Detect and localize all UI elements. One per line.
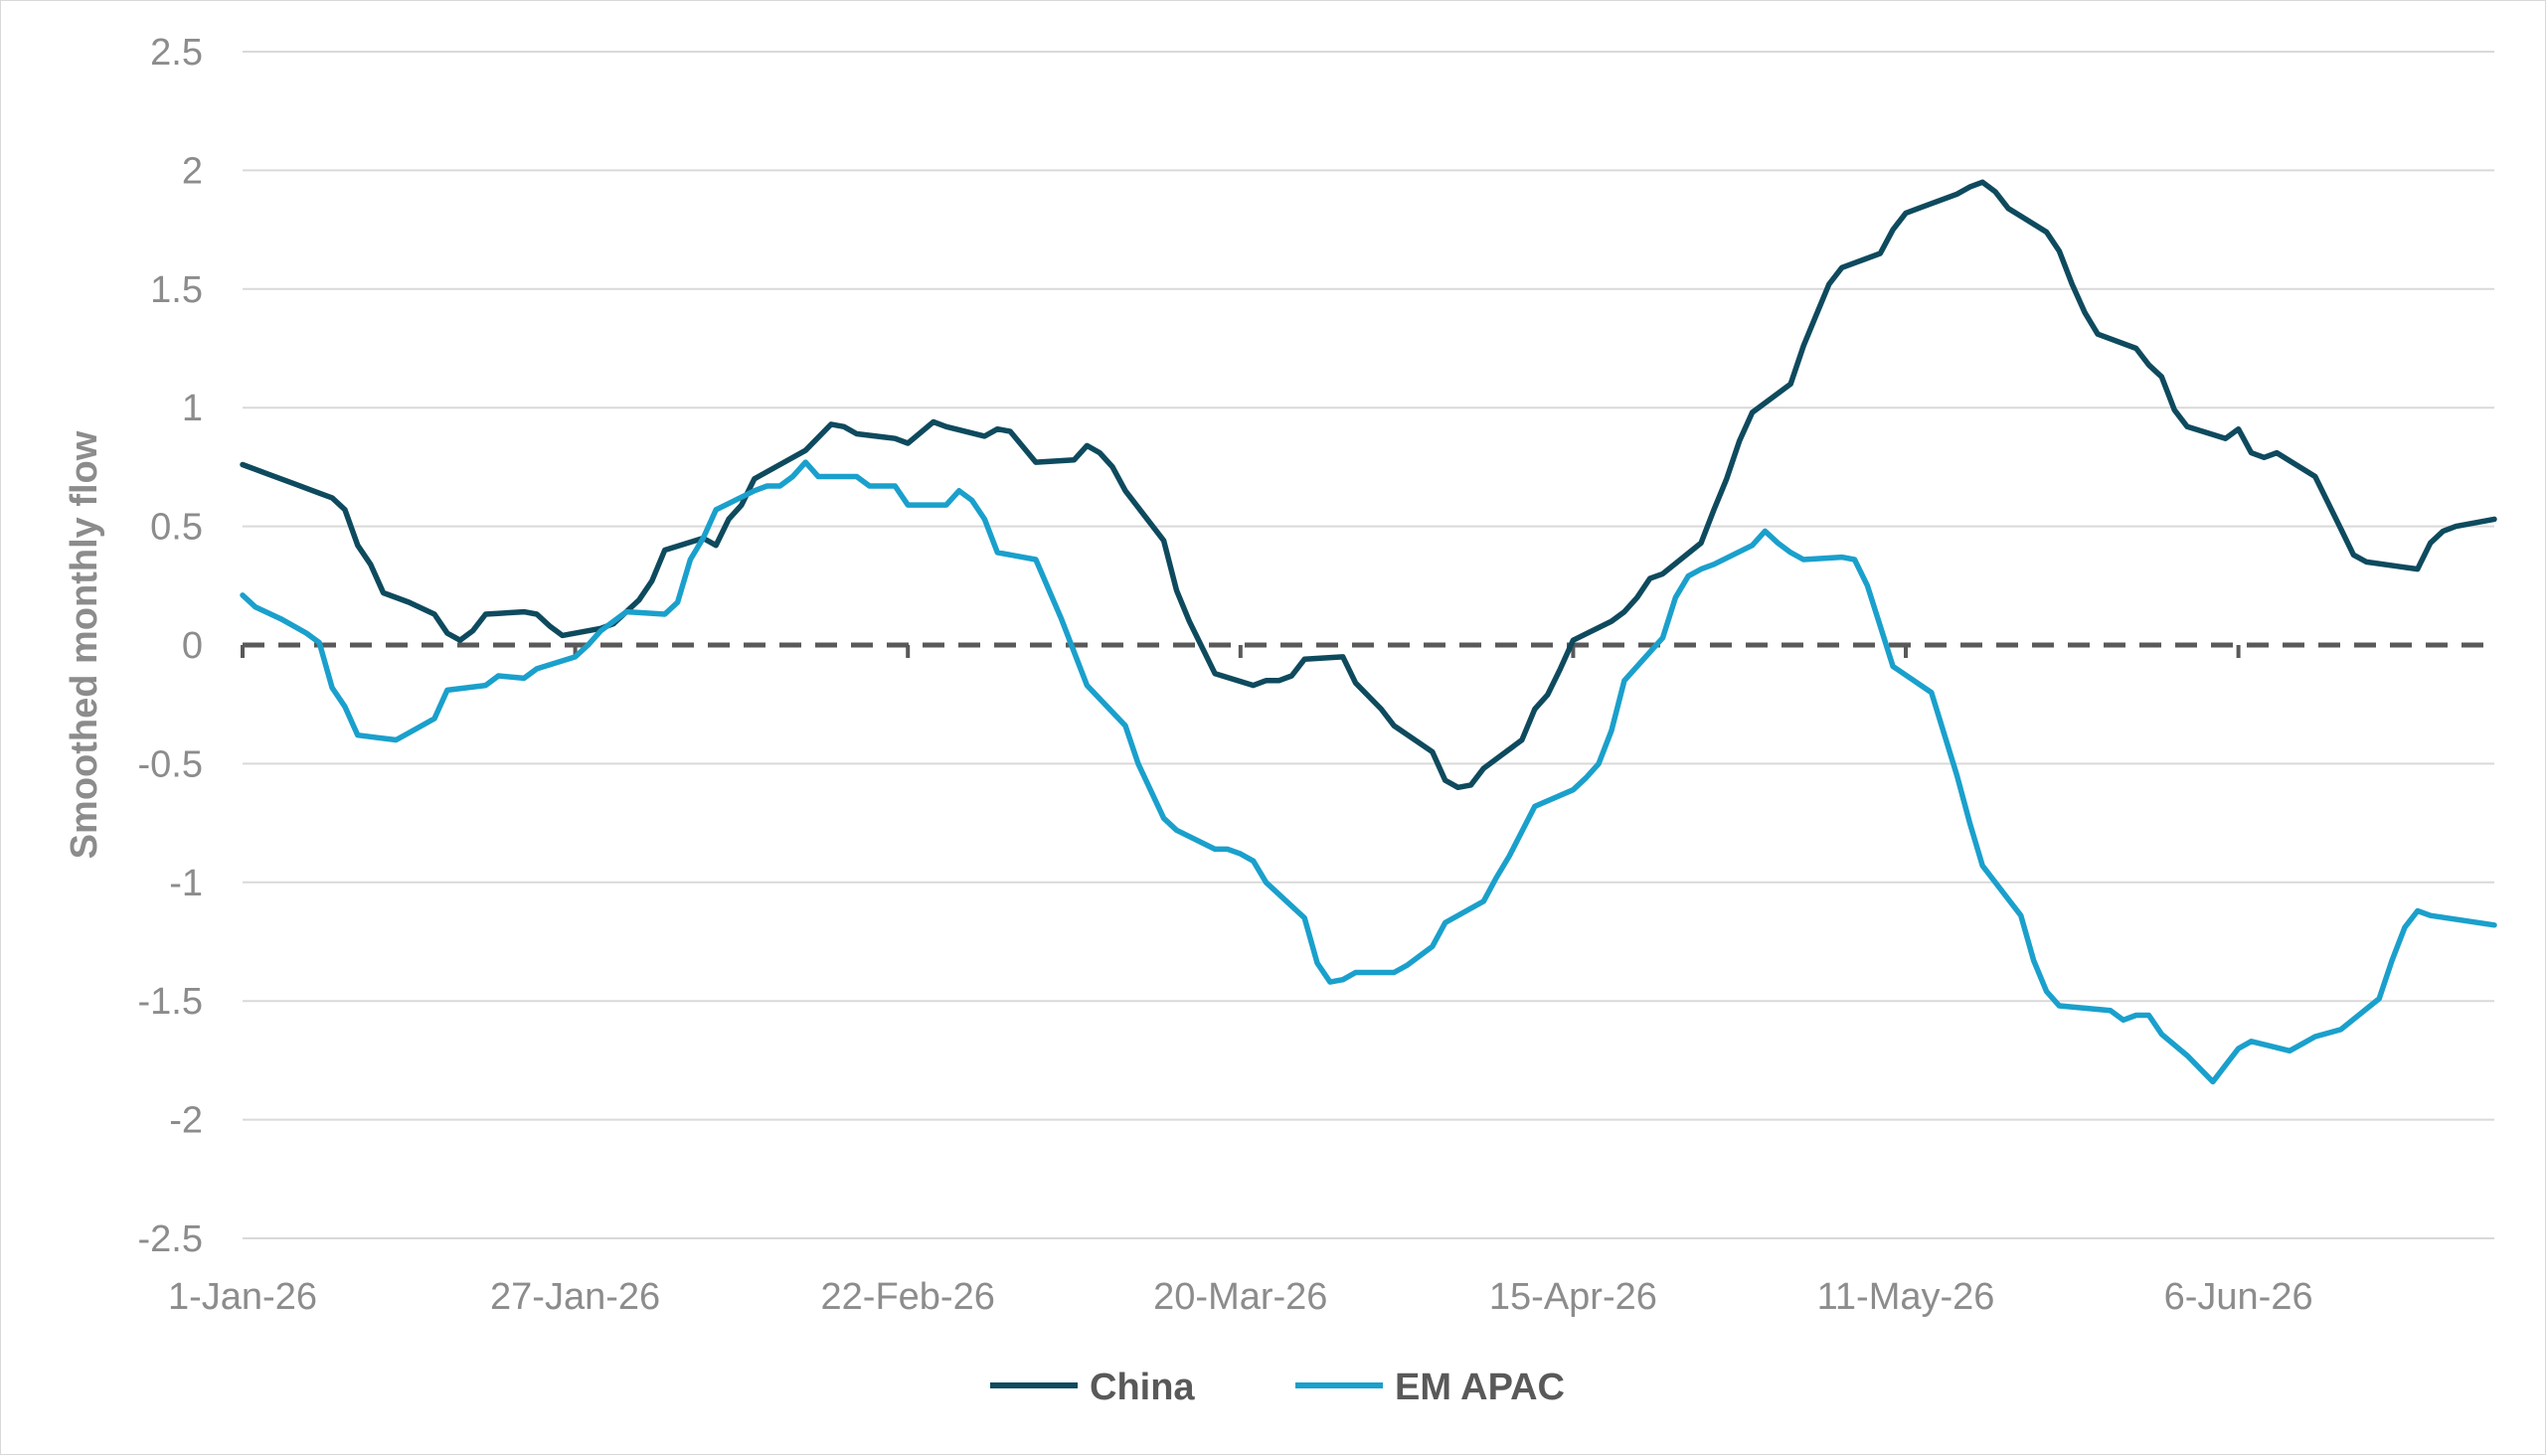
y-tick-label: -2 [169, 1100, 203, 1142]
y-tick-label: -2.5 [138, 1218, 203, 1260]
legend-label: China [1090, 1367, 1195, 1408]
series-lines [240, 179, 2497, 1085]
y-tick-label: -1 [169, 863, 203, 904]
y-tick-label: 2 [182, 150, 203, 192]
x-tick-label: 27-Jan-26 [490, 1276, 660, 1318]
legend: China EM APAC [990, 1367, 1565, 1408]
gridlines [243, 51, 2494, 1239]
y-tick-label: -0.5 [138, 743, 203, 785]
y-tick-label: 0.5 [150, 507, 203, 549]
y-tick-label: 2.5 [150, 32, 203, 74]
y-tick-label: 1.5 [150, 269, 203, 311]
legend-label: EM APAC [1395, 1367, 1565, 1408]
y-tick-label: 1 [182, 388, 203, 429]
x-tick-label: 22-Feb-26 [821, 1276, 995, 1318]
series-line-em-apac [240, 459, 2497, 1085]
x-tick-label: 1-Jan-26 [168, 1276, 317, 1318]
x-tick-label: 20-Mar-26 [1153, 1276, 1327, 1318]
x-tick-label: 11-May-26 [1817, 1276, 1995, 1318]
y-axis-ticks: 2.5 2 1.5 1 0.5 0 -0.5 -1 -1.5 -2 -2.5 [138, 32, 203, 1260]
y-tick-label: -1.5 [138, 981, 203, 1023]
x-tick-label: 15-Apr-26 [1489, 1276, 1657, 1318]
y-tick-label: 0 [182, 625, 203, 667]
x-axis-ticks: 1-Jan-26 27-Jan-26 22-Feb-26 20-Mar-26 15-Ap… [168, 1276, 2313, 1318]
x-tick-label: 6-Jun-26 [2164, 1276, 2313, 1318]
y-axis-title: Smoothed monthly flow [64, 430, 105, 859]
series-line-china [240, 179, 2497, 791]
